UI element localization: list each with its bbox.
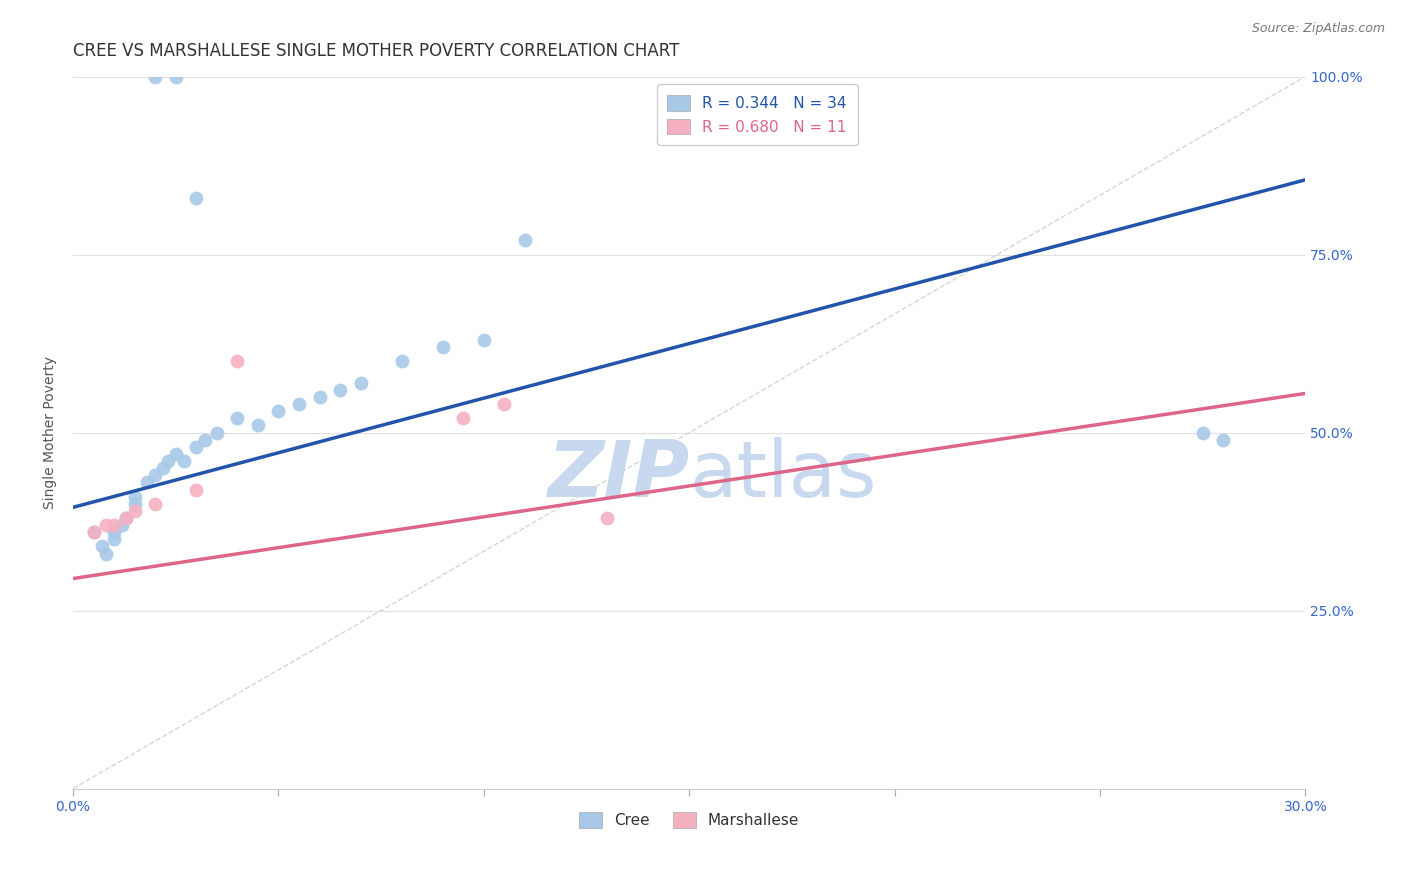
Point (94, 518, 117, 533)
Point (143, 497, 166, 511)
Point (152, 461, 174, 475)
Point (186, 483, 208, 497)
Point (308, 390, 330, 404)
Point (103, 525, 125, 540)
Point (143, 70, 166, 84)
Point (165, 70, 187, 84)
Point (432, 340, 454, 354)
Point (186, 191, 208, 205)
Y-axis label: Single Mother Poverty: Single Mother Poverty (44, 356, 58, 509)
Point (143, 468, 166, 483)
Point (90, 540, 112, 554)
Text: Source: ZipAtlas.com: Source: ZipAtlas.com (1251, 22, 1385, 36)
Point (513, 233, 536, 247)
Point (186, 440, 208, 454)
Point (124, 490, 146, 504)
Point (288, 397, 311, 411)
Point (193, 433, 215, 447)
Point (83, 525, 105, 540)
Text: ZIP: ZIP (547, 437, 689, 513)
Point (596, 511, 619, 525)
Point (173, 454, 195, 468)
Point (83, 525, 105, 540)
Point (1191, 425, 1213, 440)
Point (165, 447, 187, 461)
Text: atlas: atlas (689, 437, 877, 513)
Point (94, 547, 117, 561)
Point (124, 497, 146, 511)
Point (205, 425, 228, 440)
Point (494, 397, 516, 411)
Point (136, 475, 159, 490)
Text: CREE VS MARSHALLESE SINGLE MOTHER POVERTY CORRELATION CHART: CREE VS MARSHALLESE SINGLE MOTHER POVERT… (73, 42, 679, 60)
Point (115, 511, 138, 525)
Point (267, 404, 290, 418)
Point (103, 533, 125, 547)
Point (329, 383, 352, 397)
Point (453, 411, 475, 425)
Point (156, 454, 179, 468)
Point (226, 354, 249, 368)
Legend: Cree, Marshallese: Cree, Marshallese (574, 806, 806, 834)
Point (391, 354, 413, 368)
Point (246, 418, 269, 433)
Point (115, 511, 138, 525)
Point (349, 376, 371, 390)
Point (226, 411, 249, 425)
Point (103, 518, 125, 533)
Point (111, 518, 134, 533)
Point (124, 504, 146, 518)
Point (1212, 433, 1234, 447)
Point (472, 333, 495, 347)
